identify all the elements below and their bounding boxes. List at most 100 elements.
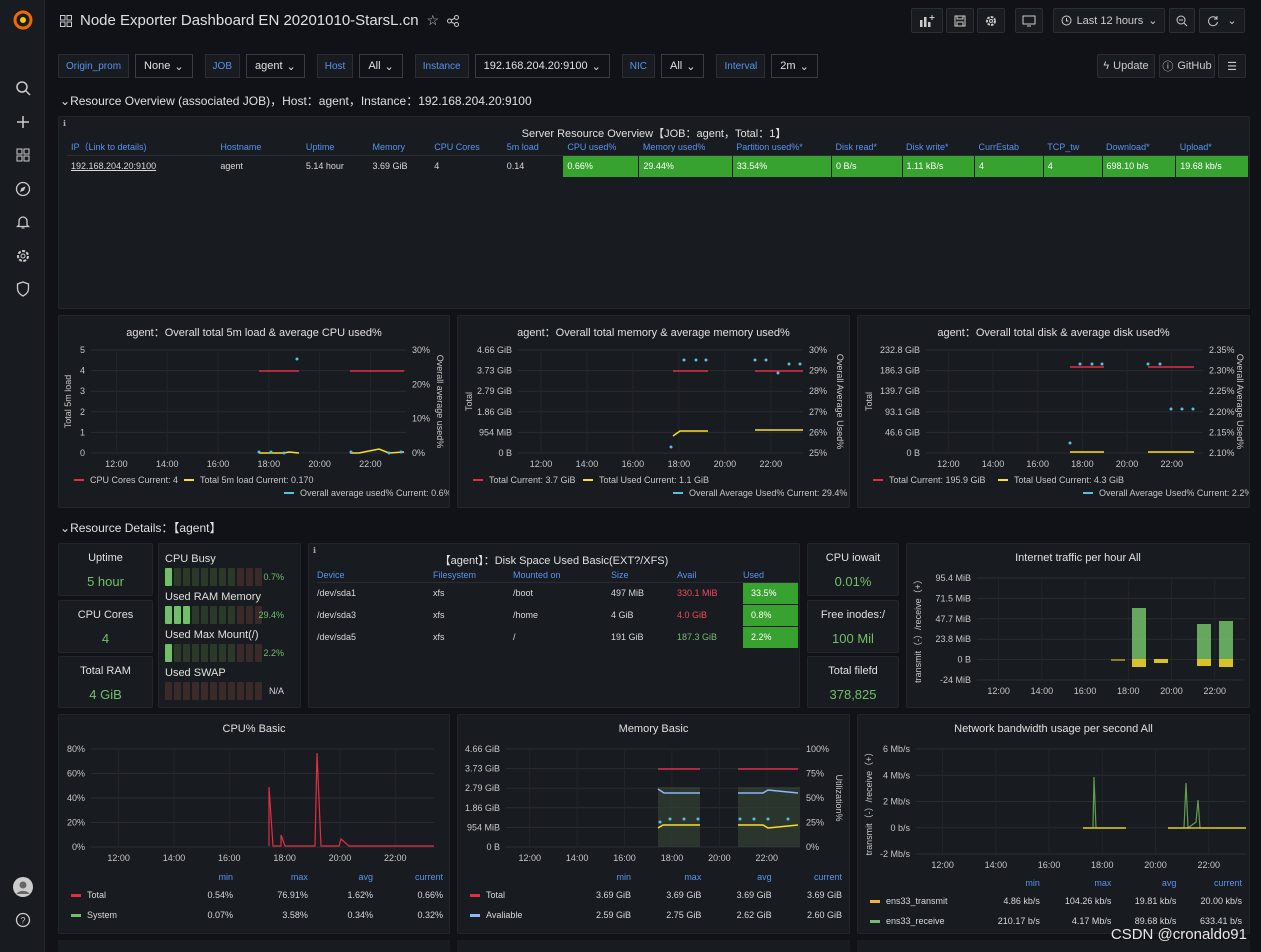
legend-column-header[interactable]: current	[414, 872, 443, 882]
row-resource-overview[interactable]: ⌄Resource Overview (associated JOB)，Host…	[60, 92, 532, 109]
column-header[interactable]: TCP_tw	[1043, 139, 1103, 156]
settings-gear-icon[interactable]	[12, 245, 34, 267]
network-basic-chart[interactable]: 6 Mb/s 4 Mb/s 2 Mb/s 0 b/s -2 Mb/s 12:00 14:00…	[858, 715, 1250, 875]
legend-row[interactable]: Avaliable 2.59 GiB 2.75 GiB 2.62 GiB 2.60 Gi…	[466, 905, 846, 925]
legend-row[interactable]: Total 0.54% 76.91% 1.62% 0.66%	[67, 885, 447, 905]
variable-select[interactable]: 192.168.204.20:9100 ⌄	[474, 54, 610, 78]
legend-column-header[interactable]: avg	[358, 872, 374, 882]
column-header[interactable]: IP（Link to details)	[67, 139, 217, 156]
legend-column-header[interactable]: current	[1213, 878, 1242, 888]
refresh-button[interactable]: ⌄	[1199, 8, 1245, 33]
row-resource-details[interactable]: ⌄Resource Details：【agent】	[60, 519, 221, 536]
star-icon[interactable]: ☆	[426, 12, 440, 28]
legend-column-header[interactable]: min	[218, 872, 234, 882]
legend-item[interactable]: Total 5m load Current: 0.170	[200, 475, 314, 485]
memory-basic-chart[interactable]: 4.66 GiB 3.73 GiB 2.79 GiB 1.86 GiB 954 MiB 0…	[458, 715, 850, 875]
column-header[interactable]: Memory used%	[638, 139, 733, 156]
traffic-chart[interactable]: 95.4 MiB 71.5 MiB 47.7 MiB 23.8 MiB 0 B -24 M…	[907, 544, 1250, 708]
column-header[interactable]: Hostname	[216, 139, 302, 156]
legend-column-header[interactable]: max	[290, 872, 308, 882]
column-header[interactable]: Partition used%*	[732, 139, 832, 156]
y2-tick-label: 30%	[412, 345, 430, 355]
column-header[interactable]: Filesystem	[433, 568, 513, 583]
legend-item[interactable]: Overall Average Used% Current: 29.4%	[689, 488, 847, 498]
alerting-bell-icon[interactable]	[12, 211, 34, 233]
table-cell[interactable]: 192.168.204.20:9100	[71, 161, 157, 172]
plus-icon[interactable]	[12, 111, 34, 133]
shield-icon[interactable]	[12, 278, 34, 300]
legend-row[interactable]: System 0.07% 3.58% 0.34% 0.32%	[67, 905, 447, 925]
table-cell: 5.14 hour	[305, 161, 344, 172]
legend-column-header[interactable]: min	[1025, 878, 1040, 888]
info-icon[interactable]: ℹ	[313, 546, 317, 555]
column-header[interactable]: CurrEstab	[974, 139, 1044, 156]
legend-header: min max avg current	[866, 875, 1246, 891]
legend-item[interactable]: Total Used Current: 1.1 GiB	[599, 475, 709, 485]
column-header[interactable]: 5m load	[502, 139, 564, 156]
legend-column-header[interactable]: max	[684, 872, 702, 882]
memory-chart[interactable]: 4.66 GiB 3.73 GiB 2.79 GiB 1.86 GiB 954 MiB 0…	[458, 316, 850, 508]
add-panel-button[interactable]	[911, 8, 943, 33]
column-header[interactable]: Used	[743, 568, 798, 583]
column-header[interactable]: Memory	[368, 139, 431, 156]
variable-select[interactable]: All ⌄	[661, 54, 705, 78]
legend-column-header[interactable]: current	[813, 872, 842, 882]
menu-icon[interactable]: ☰	[1218, 54, 1246, 78]
load-chart[interactable]: 5 4 3 2 1 0 30% 20% 10% 0% 12:00 14:00 16:00 18:00 20:…	[59, 316, 450, 508]
dashboard-title[interactable]: Node Exporter Dashboard EN 20201010-Star…	[80, 12, 419, 29]
table-cell: 0.66%	[563, 155, 640, 177]
user-avatar[interactable]	[12, 876, 34, 898]
column-header[interactable]: Size	[611, 568, 677, 583]
variable-select[interactable]: agent ⌄	[246, 54, 305, 78]
time-range-picker[interactable]: Last 12 hours ⌄	[1053, 8, 1165, 33]
legend-column-header[interactable]: min	[616, 872, 631, 882]
column-header[interactable]: Avail	[677, 568, 743, 583]
dashboard-settings-button[interactable]	[977, 8, 1005, 33]
disk-chart[interactable]: 232.8 GiB 186.3 GiB 139.7 GiB 93.1 GiB 46.6 …	[858, 316, 1250, 508]
traffic-bar	[1219, 621, 1233, 659]
variable-select[interactable]: None ⌄	[135, 54, 193, 78]
explore-icon[interactable]	[12, 178, 34, 200]
legend-row[interactable]: ens33_receive 210.17 b/s 4.17 Mb/s 89.68 kb…	[866, 911, 1246, 931]
dashboards-icon[interactable]	[12, 144, 34, 166]
cpu-basic-chart[interactable]: 80% 60% 40% 20% 0% 12:00 14:00 16:00 18:00 20:00 2…	[59, 715, 450, 875]
x-tick-label: 22:00	[1197, 860, 1220, 870]
series-point	[1100, 362, 1104, 366]
column-header[interactable]: Download*	[1102, 139, 1176, 156]
help-icon[interactable]: ?	[12, 909, 34, 931]
legend-item[interactable]: Total Used Current: 4.3 GiB	[1014, 475, 1124, 485]
column-header[interactable]: Uptime	[301, 139, 369, 156]
legend-row[interactable]: Total 3.69 GiB 3.69 GiB 3.69 GiB 3.69 GiB	[466, 885, 846, 905]
update-button[interactable]: ϟ Update	[1097, 54, 1155, 78]
legend-item[interactable]: CPU Cores Current: 4	[90, 475, 178, 485]
stat-value: 4	[101, 631, 110, 646]
y-tick-label: 0	[80, 448, 85, 458]
github-button[interactable]: ⓘ GitHub	[1159, 54, 1215, 78]
zoom-out-button[interactable]	[1169, 8, 1195, 33]
share-icon[interactable]	[447, 14, 460, 27]
legend-item[interactable]: Total Current: 3.7 GiB	[489, 475, 576, 485]
legend-item[interactable]: Overall Average Used% Current: 2.2%	[1099, 488, 1250, 498]
column-header[interactable]: Disk write*	[902, 139, 975, 156]
tv-mode-button[interactable]	[1015, 8, 1043, 33]
y-tick-label: 40%	[67, 793, 85, 803]
legend-column-header[interactable]: max	[1094, 878, 1112, 888]
legend-row[interactable]: ens33_transmit 4.86 kb/s 104.26 kb/s 19.81 …	[866, 891, 1246, 911]
column-header[interactable]: CPU Cores	[430, 139, 503, 156]
column-header[interactable]: Disk read*	[831, 139, 903, 156]
search-icon[interactable]	[12, 77, 34, 99]
legend-item[interactable]: Total Current: 195.9 GiB	[889, 475, 986, 485]
legend-column-header[interactable]: avg	[1161, 878, 1177, 888]
chevron-down-icon: ⌄	[174, 60, 184, 73]
info-icon[interactable]: ℹ	[63, 119, 67, 128]
column-header[interactable]: Mounted on	[513, 568, 611, 583]
column-header[interactable]: CPU used%	[563, 139, 639, 156]
save-dashboard-button[interactable]	[946, 8, 974, 33]
column-header[interactable]: Device	[317, 568, 433, 583]
legend-column-header[interactable]: avg	[757, 872, 772, 882]
variable-select[interactable]: 2m ⌄	[771, 54, 818, 78]
legend-item[interactable]: Overall average used% Current: 0.6%	[300, 488, 450, 498]
variable-select[interactable]: All ⌄	[359, 54, 403, 78]
grafana-logo-icon[interactable]	[12, 9, 34, 31]
column-header[interactable]: Upload*	[1175, 139, 1249, 156]
